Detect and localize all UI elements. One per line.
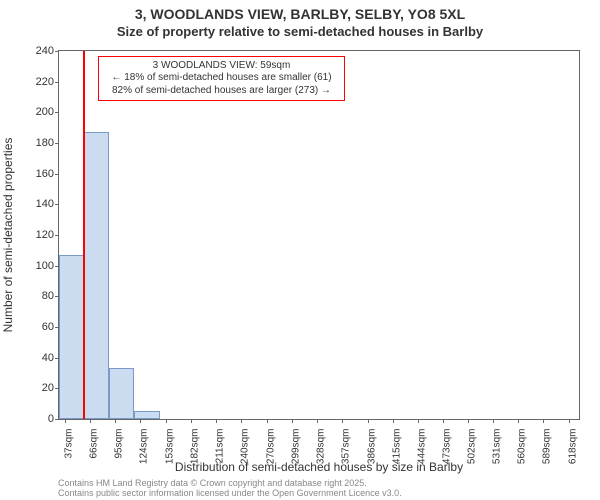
- annotation-line: ← 18% of semi-detached houses are smalle…: [105, 72, 338, 85]
- plot-area: 37sqm66sqm95sqm124sqm153sqm182sqm211sqm2…: [58, 50, 580, 420]
- annotation-box: 3 WOODLANDS VIEW: 59sqm← 18% of semi-det…: [98, 56, 345, 102]
- y-tick-mark: [55, 51, 59, 52]
- x-tick-label: 95sqm: [114, 429, 125, 459]
- chart-title-line1: 3, WOODLANDS VIEW, BARLBY, SELBY, YO8 5X…: [0, 6, 600, 22]
- x-tick-label: 211sqm: [214, 429, 225, 464]
- x-tick-mark: [468, 419, 469, 423]
- x-tick-label: 357sqm: [341, 429, 352, 465]
- y-tick-label: 60: [42, 321, 54, 333]
- x-tick-label: 589sqm: [542, 429, 553, 465]
- x-tick-label: 299sqm: [291, 429, 302, 465]
- y-tick-label: 140: [36, 198, 54, 210]
- x-tick-mark: [493, 419, 494, 423]
- y-tick-label: 180: [36, 137, 54, 149]
- histogram-bar: [134, 411, 159, 419]
- x-tick-label: 560sqm: [517, 429, 528, 465]
- x-tick-mark: [90, 419, 91, 423]
- x-tick-mark: [140, 419, 141, 423]
- x-tick-mark: [292, 419, 293, 423]
- x-tick-mark: [418, 419, 419, 423]
- histogram-chart: 3, WOODLANDS VIEW, BARLBY, SELBY, YO8 5X…: [0, 0, 600, 500]
- x-tick-mark: [342, 419, 343, 423]
- histogram-bar: [84, 132, 109, 419]
- x-tick-mark: [543, 419, 544, 423]
- y-tick-label: 80: [42, 290, 54, 302]
- x-tick-label: 124sqm: [139, 429, 150, 465]
- x-tick-mark: [65, 419, 66, 423]
- x-tick-label: 386sqm: [366, 429, 377, 465]
- y-tick-label: 160: [36, 168, 54, 180]
- y-tick-label: 100: [36, 260, 54, 272]
- y-tick-mark: [55, 143, 59, 144]
- x-tick-label: 270sqm: [266, 429, 277, 465]
- x-tick-mark: [317, 419, 318, 423]
- x-tick-mark: [241, 419, 242, 423]
- y-tick-label: 0: [48, 413, 54, 425]
- x-tick-mark: [267, 419, 268, 423]
- y-tick-label: 120: [36, 229, 54, 241]
- y-tick-mark: [55, 112, 59, 113]
- y-axis-label: Number of semi-detached properties: [1, 138, 15, 333]
- x-tick-label: 66sqm: [89, 429, 100, 459]
- y-tick-mark: [55, 419, 59, 420]
- x-tick-mark: [166, 419, 167, 423]
- x-tick-label: 240sqm: [240, 429, 251, 465]
- x-tick-mark: [518, 419, 519, 423]
- y-tick-label: 200: [36, 106, 54, 118]
- x-tick-mark: [368, 419, 369, 423]
- histogram-bar: [109, 368, 134, 419]
- x-tick-mark: [191, 419, 192, 423]
- chart-title-line2: Size of property relative to semi-detach…: [0, 24, 600, 39]
- x-tick-label: 502sqm: [467, 429, 478, 465]
- x-tick-mark: [569, 419, 570, 423]
- annotation-line: 82% of semi-detached houses are larger (…: [105, 85, 338, 98]
- x-axis-label: Distribution of semi-detached houses by …: [58, 460, 580, 474]
- y-tick-mark: [55, 204, 59, 205]
- y-tick-label: 240: [36, 45, 54, 57]
- x-tick-label: 473sqm: [441, 429, 452, 465]
- footer-line1: Contains HM Land Registry data © Crown c…: [58, 478, 402, 488]
- annotation-line: 3 WOODLANDS VIEW: 59sqm: [105, 60, 338, 73]
- x-tick-label: 415sqm: [391, 429, 402, 465]
- x-tick-label: 37sqm: [64, 429, 75, 459]
- y-tick-mark: [55, 82, 59, 83]
- x-tick-label: 618sqm: [567, 429, 578, 465]
- y-tick-label: 220: [36, 76, 54, 88]
- y-tick-mark: [55, 235, 59, 236]
- histogram-bar: [59, 255, 84, 419]
- footer-line2: Contains public sector information licen…: [58, 488, 402, 498]
- x-tick-mark: [443, 419, 444, 423]
- x-tick-label: 531sqm: [492, 429, 503, 465]
- chart-footer: Contains HM Land Registry data © Crown c…: [58, 478, 402, 499]
- y-tick-mark: [55, 174, 59, 175]
- y-tick-label: 40: [42, 352, 54, 364]
- property-marker-line: [83, 51, 85, 419]
- x-tick-label: 328sqm: [316, 429, 327, 465]
- x-tick-label: 444sqm: [416, 429, 427, 465]
- x-tick-mark: [115, 419, 116, 423]
- x-tick-mark: [216, 419, 217, 423]
- x-tick-label: 153sqm: [164, 429, 175, 465]
- x-tick-mark: [393, 419, 394, 423]
- x-tick-label: 182sqm: [189, 429, 200, 465]
- y-tick-label: 20: [42, 382, 54, 394]
